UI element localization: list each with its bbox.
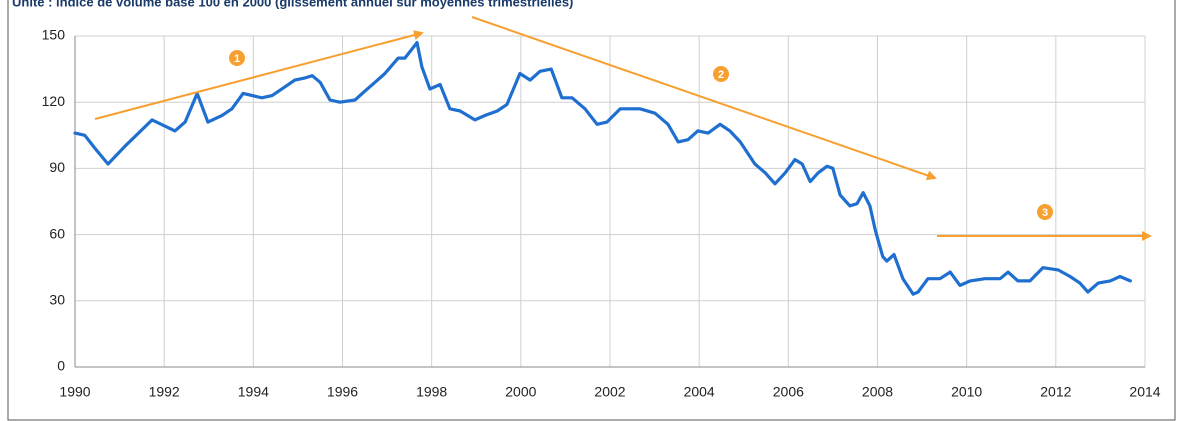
x-tick-label: 1996 <box>327 384 358 400</box>
badge <box>713 66 729 82</box>
chart-title: Unité : indice de volume base 100 en 200… <box>12 0 573 9</box>
y-tick-label: 120 <box>42 93 66 109</box>
y-tick-label: 0 <box>57 358 65 374</box>
y-tick-label: 150 <box>42 27 66 43</box>
x-tick-label: 2014 <box>1129 384 1160 400</box>
y-tick-label: 90 <box>49 159 65 175</box>
badge <box>1037 204 1053 220</box>
annotation: 1 <box>234 53 240 65</box>
arrows <box>94 16 1152 241</box>
x-tick-label: 2000 <box>505 384 536 400</box>
y-tick-label: 30 <box>49 292 65 308</box>
x-tick-label: 2010 <box>951 384 982 400</box>
arrow <box>94 30 424 120</box>
x-tick-label: 2008 <box>862 384 893 400</box>
x-tick-label: 1998 <box>416 384 447 400</box>
x-tick-label: 2002 <box>594 384 625 400</box>
arrow <box>471 16 937 181</box>
badge <box>229 50 245 66</box>
annotation: 3 <box>1042 207 1048 219</box>
annotation: 2 <box>718 69 724 81</box>
x-tick-label: 2004 <box>684 384 715 400</box>
grid: 0 30 60 90 120 150 1990 1992 1994 1996 1998 2000 200… <box>42 27 1161 400</box>
x-tick-label: 1994 <box>238 384 269 400</box>
x-tick-label: 1992 <box>149 384 180 400</box>
x-tick-label: 2006 <box>773 384 804 400</box>
x-tick-label: 2012 <box>1040 384 1071 400</box>
plot <box>73 41 1132 296</box>
y-tick-label: 60 <box>49 225 65 241</box>
line-series <box>73 41 1132 296</box>
frame <box>7 0 1176 421</box>
x-tick-label: 1990 <box>59 384 90 400</box>
